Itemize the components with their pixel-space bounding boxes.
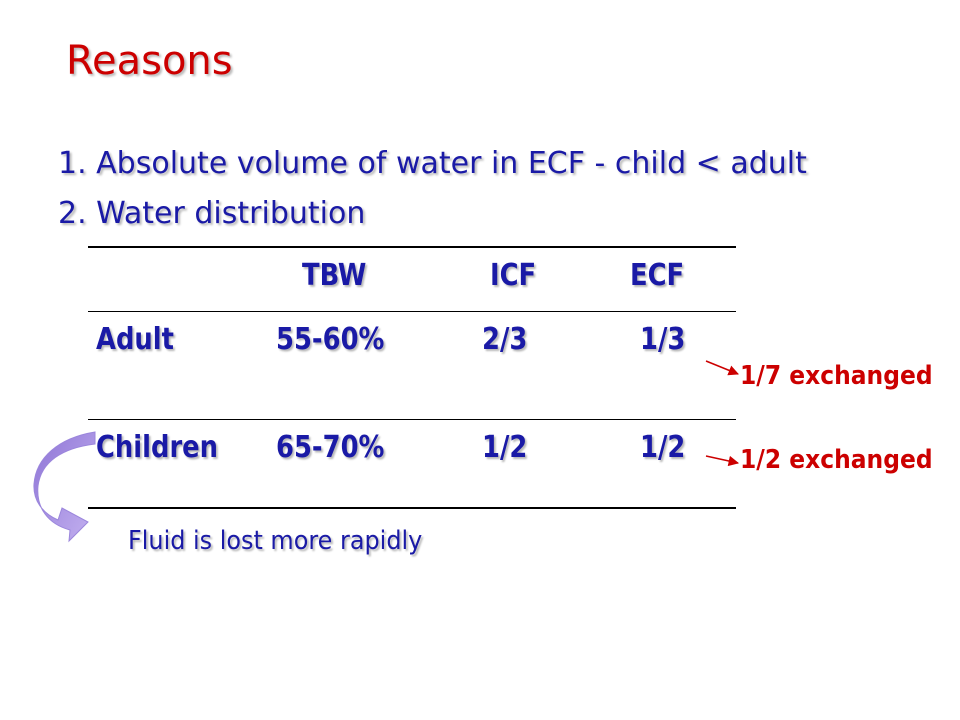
reason-point-1: 1. Absolute volume of water in ECF - chi… [58, 146, 807, 181]
adult-icf-value: 2/3 [482, 322, 528, 357]
curved-down-arrow-icon [33, 431, 96, 543]
row-label-adult: Adult [96, 322, 174, 357]
header-ecf: ECF [630, 258, 685, 293]
table-top-rule [88, 246, 736, 248]
header-tbw: TBW [302, 258, 367, 293]
arrow-to-1-2-exchanged-icon [705, 455, 740, 467]
children-tbw-value: 65-70% [276, 430, 385, 465]
adult-tbw-value: 55-60% [276, 322, 385, 357]
annotation-1-7-exchanged: 1/7 exchanged [740, 361, 933, 391]
adult-ecf-value: 1/3 [640, 322, 686, 357]
table-bottom-rule [88, 507, 736, 509]
children-icf-value: 1/2 [482, 430, 528, 465]
row-label-children: Children [96, 430, 219, 465]
header-icf: ICF [490, 258, 537, 293]
table-header-rule [88, 311, 736, 312]
annotation-1-2-exchanged: 1/2 exchanged [740, 445, 933, 475]
reason-point-2: 2. Water distribution [58, 196, 366, 231]
fluid-loss-note: Fluid is lost more rapidly [128, 526, 423, 556]
table-row-rule [88, 419, 736, 420]
slide-title: Reasons [66, 38, 233, 84]
children-ecf-value: 1/2 [640, 430, 686, 465]
arrow-to-1-7-exchanged-icon [705, 360, 739, 376]
